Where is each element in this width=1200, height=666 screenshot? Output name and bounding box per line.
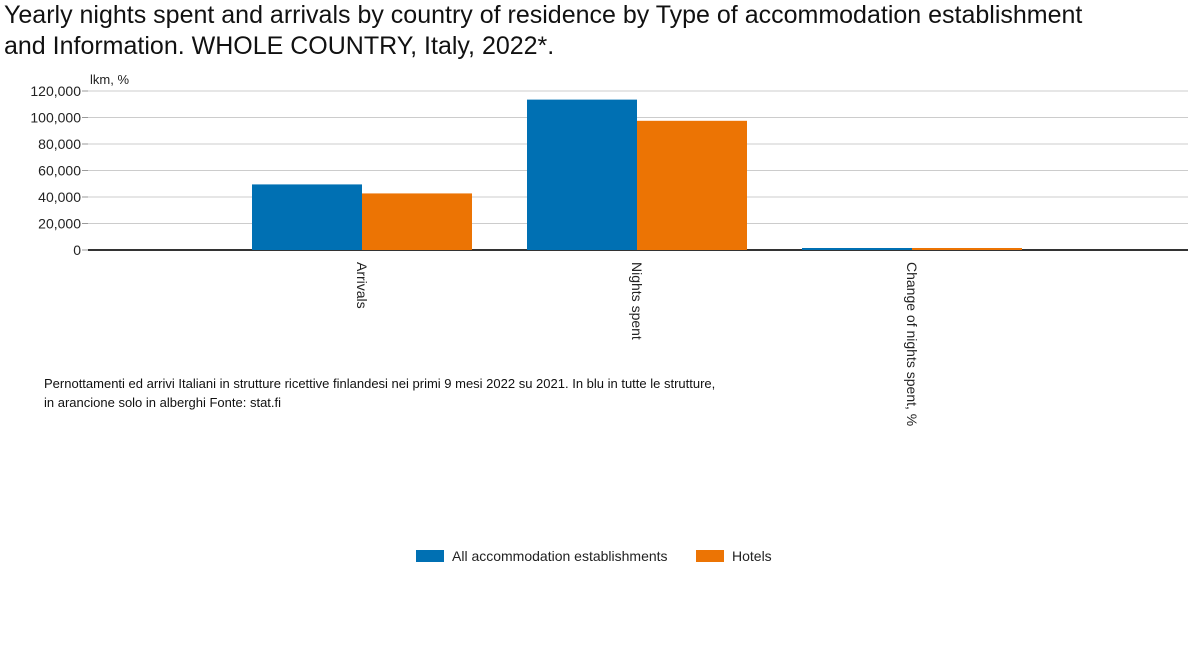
category-label: Arrivals bbox=[354, 262, 370, 309]
bar-all-accommodation-2 bbox=[802, 248, 912, 250]
chart-caption: Pernottamenti ed arrivi Italiani in stru… bbox=[44, 376, 716, 410]
y-tick-label: 120,000 bbox=[30, 83, 81, 99]
bars bbox=[252, 99, 1022, 250]
legend-label: All accommodation establishments bbox=[452, 548, 668, 564]
category-label: Change of nights spent, % bbox=[904, 262, 920, 426]
y-tick-label: 60,000 bbox=[38, 163, 81, 179]
legend-swatch bbox=[416, 550, 444, 562]
category-label: Nights spent bbox=[629, 262, 645, 340]
y-tick-label: 40,000 bbox=[38, 189, 81, 205]
bar-hotels-2 bbox=[912, 248, 1022, 250]
y-axis-unit-label: lkm, % bbox=[90, 72, 129, 87]
y-tick-label: 20,000 bbox=[38, 216, 81, 232]
bar-hotels-0 bbox=[362, 193, 472, 250]
chart-title: Yearly nights spent and arrivals by coun… bbox=[4, 1, 1083, 60]
legend: All accommodation establishments Hotels bbox=[416, 548, 772, 564]
legend-swatch bbox=[696, 550, 724, 562]
legend-label: Hotels bbox=[732, 548, 772, 564]
category-labels: Arrivals Nights spent Change of nights spe… bbox=[354, 262, 920, 426]
bar-all-accommodation-1 bbox=[527, 99, 637, 250]
y-tick-label: 100,000 bbox=[30, 110, 81, 126]
bar-all-accommodation-0 bbox=[252, 184, 362, 250]
y-tick-label: 0 bbox=[73, 242, 81, 258]
bar-hotels-1 bbox=[637, 120, 747, 250]
y-axis-ticks: 0 20,000 40,000 60,000 80,000 100,000 120,000 bbox=[30, 83, 81, 258]
y-tick-label: 80,000 bbox=[38, 136, 81, 152]
